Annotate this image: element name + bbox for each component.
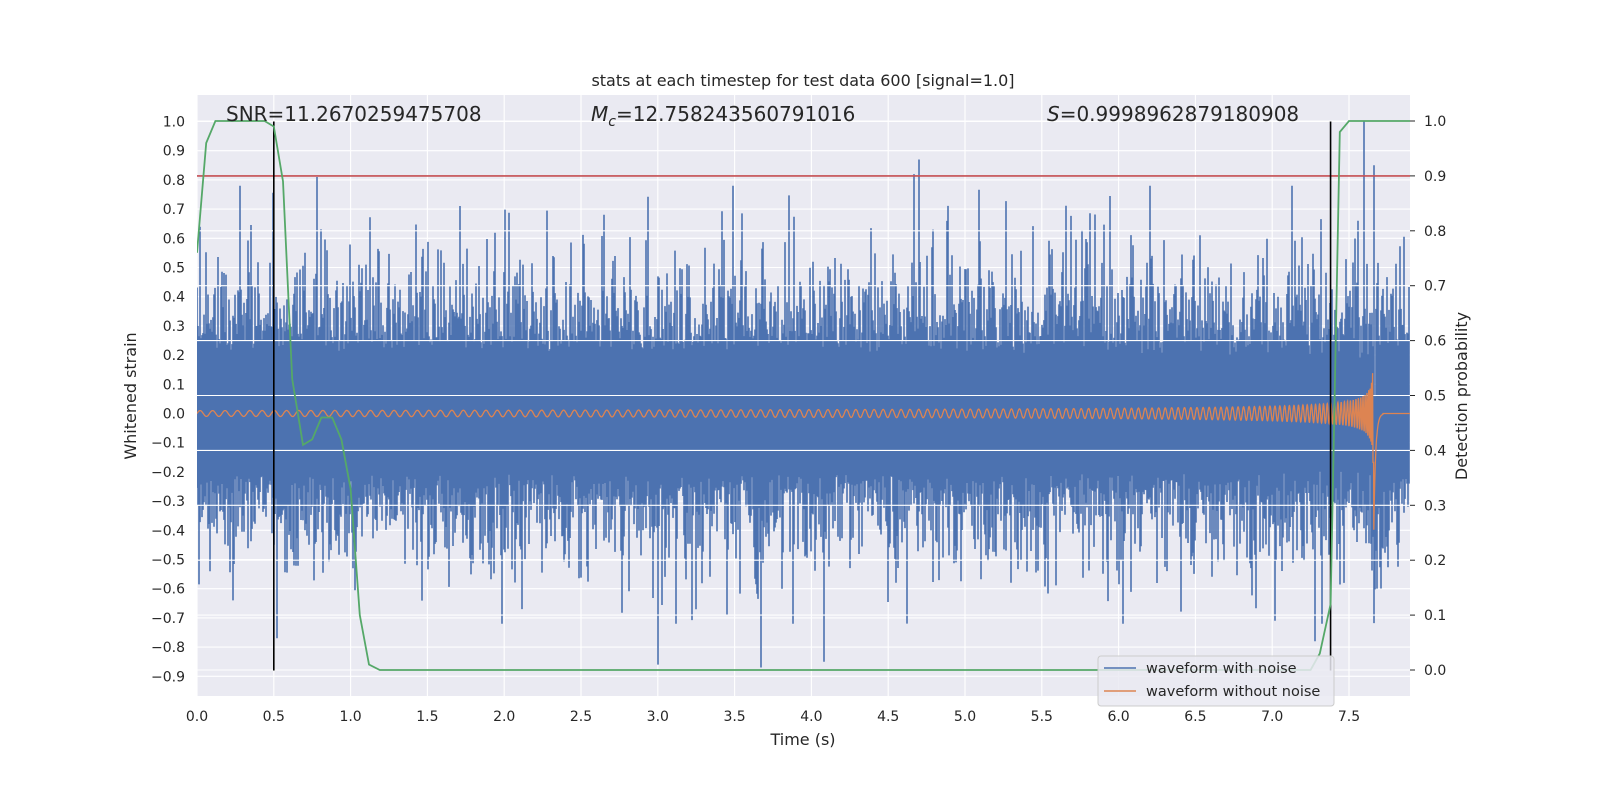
y-tick-labels: 1.0 0.9 0.8 0.7 0.6 0.5 0.4 0.3 0.2 0.1 0.0 −0.1 −0.… [151,115,185,686]
chirp-mass-annotation: Mc=12.758243560791016 [591,102,855,130]
x-tick-label: 3.0 [647,709,669,725]
y-tick-label: −0.9 [151,669,185,685]
y-tick-label: 0.8 [163,173,185,189]
y2-axis-label: Detection probability [1452,312,1471,480]
y2-tick-label: 0.9 [1424,169,1446,185]
x-tick-label: 3.5 [723,709,745,725]
y-tick-label: −0.7 [151,611,185,627]
y-tick-label: 0.6 [163,231,185,247]
x-tick-label: 1.0 [339,709,361,725]
x-tick-label: 0.5 [263,709,285,725]
y-tick-label: −0.3 [151,494,185,510]
y2-tick-label: 1.0 [1424,114,1446,130]
y-tick-label: 0.7 [163,202,185,218]
x-tick-label: 2.5 [570,709,592,725]
series-waveform-without-noise [197,373,1410,530]
x-tick-label: 5.5 [1031,709,1053,725]
y-tick-label: −0.5 [151,553,185,569]
series-detection-probability [197,120,1410,671]
x-tick-label: 7.0 [1261,709,1283,725]
x-tick-label: 2.0 [493,709,515,725]
legend-label-without-noise: waveform without noise [1146,684,1320,700]
noise-envelope [197,121,1410,668]
s-value: =0.9998962879180908 [1060,102,1299,126]
x-tick-label: 4.5 [877,709,899,725]
y2-tick-label: 0.2 [1424,553,1446,569]
x-tick-label: 0.0 [186,709,208,725]
y-tick-label: 0.1 [163,377,185,393]
s-symbol: S [1047,102,1060,126]
y2-tick-label: 0.3 [1424,498,1446,514]
y-axis-label: Whitened strain [121,332,140,459]
chirp-mass-symbol: M [591,102,608,126]
s-annotation: S=0.9998962879180908 [1047,102,1299,126]
y2-tick-labels: 1.0 0.9 0.8 0.7 0.6 0.5 0.4 0.3 0.2 0.1 0.0 [1410,114,1446,679]
y2-tick-label: 0.5 [1424,389,1446,405]
probability-line [197,120,1410,671]
y2-tick-label: 0.0 [1424,663,1446,679]
chirp-mass-value: =12.758243560791016 [616,102,855,126]
y2-tick-label: 0.4 [1424,443,1446,459]
y-tick-label: 0.4 [163,290,185,306]
x-tick-label: 5.0 [954,709,976,725]
y-tick-label: 1.0 [163,115,185,131]
x-tick-label: 6.0 [1107,709,1129,725]
x-tick-label: 4.0 [800,709,822,725]
y-tick-label: −0.1 [151,436,185,452]
y-tick-label: −0.6 [151,582,185,598]
x-tick-label: 6.5 [1184,709,1206,725]
x-tick-label: 1.5 [416,709,438,725]
y-tick-label: 0.0 [163,407,185,423]
y-tick-label: 0.2 [163,348,185,364]
legend: waveform with noise waveform without noi… [1097,655,1335,707]
y-tick-label: 0.5 [163,261,185,277]
y-tick-label: 0.9 [163,144,185,160]
x-axis-label: Time (s) [769,730,835,749]
clean-waveform-line [197,373,1410,530]
series-waveform-with-noise [197,121,1410,668]
y2-tick-label: 0.6 [1424,334,1446,350]
legend-label-with-noise: waveform with noise [1146,661,1297,677]
y-tick-label: 0.3 [163,319,185,335]
snr-annotation: SNR=11.2670259475708 [226,102,482,126]
y-tick-label: −0.8 [151,640,185,656]
y-tick-label: −0.2 [151,465,185,481]
chirp-mass-subscript: c [608,114,616,130]
chart-title: stats at each timestep for test data 600… [591,71,1014,90]
x-tick-label: 7.5 [1338,709,1360,725]
x-tick-labels: 0.0 0.5 1.0 1.5 2.0 2.5 3.0 3.5 4.0 4.5 5.0 5.5 6.0 6… [186,709,1360,725]
y-tick-label: −0.4 [151,523,185,539]
y2-tick-label: 0.7 [1424,279,1446,295]
legend-box [1097,655,1335,707]
y2-tick-label: 0.8 [1424,224,1446,240]
y2-tick-label: 0.1 [1424,608,1446,624]
